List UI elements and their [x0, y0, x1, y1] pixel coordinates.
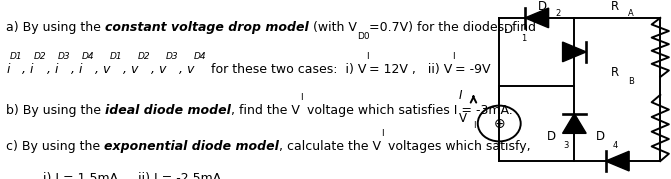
Text: V: V — [458, 112, 466, 125]
Text: I: I — [300, 93, 303, 102]
Text: I: I — [459, 89, 462, 102]
Text: i) I = 1.5mA ,   ii) I = -2.5mA.: i) I = 1.5mA , ii) I = -2.5mA. — [44, 172, 225, 179]
Text: = -9V: = -9V — [455, 63, 490, 76]
Text: , calculate the V: , calculate the V — [279, 140, 381, 153]
Text: c) By using the: c) By using the — [6, 140, 105, 153]
Text: D1: D1 — [110, 52, 123, 61]
Text: R: R — [611, 0, 619, 13]
Text: ideal diode model: ideal diode model — [105, 104, 231, 117]
Text: D4: D4 — [194, 52, 207, 61]
Text: D1: D1 — [10, 52, 22, 61]
Text: b) By using the: b) By using the — [6, 104, 105, 117]
Text: I: I — [474, 121, 476, 130]
Text: D: D — [503, 23, 513, 36]
Text: I: I — [366, 52, 369, 61]
Polygon shape — [605, 151, 629, 171]
Text: D: D — [596, 130, 605, 143]
Text: 3: 3 — [564, 141, 569, 150]
Polygon shape — [525, 8, 549, 28]
Polygon shape — [562, 42, 586, 62]
Text: R: R — [611, 66, 619, 79]
Text: , i: , i — [22, 63, 34, 76]
Text: ⊕: ⊕ — [493, 117, 505, 130]
Text: D4: D4 — [82, 52, 95, 61]
Text: i: i — [6, 63, 10, 76]
Text: D: D — [546, 130, 556, 143]
Text: 2: 2 — [555, 9, 560, 18]
Text: (with V: (with V — [309, 21, 357, 35]
Text: a) By using the: a) By using the — [6, 21, 105, 35]
Text: I: I — [452, 52, 455, 61]
Text: , v: , v — [95, 63, 110, 76]
Text: =0.7V) for the diodes, find: =0.7V) for the diodes, find — [370, 21, 536, 35]
Text: I: I — [381, 129, 384, 138]
Text: , find the V: , find the V — [231, 104, 300, 117]
Text: B: B — [628, 77, 634, 86]
Text: , v: , v — [178, 63, 194, 76]
Text: for these two cases:  i) V: for these two cases: i) V — [207, 63, 366, 76]
Text: 4: 4 — [613, 141, 618, 150]
Text: D3: D3 — [166, 52, 178, 61]
Text: , i: , i — [46, 63, 58, 76]
Text: D2: D2 — [34, 52, 46, 61]
Text: D: D — [538, 0, 547, 13]
Text: , i: , i — [70, 63, 82, 76]
Text: A: A — [628, 9, 634, 18]
Polygon shape — [562, 114, 586, 133]
Text: 1: 1 — [521, 34, 526, 43]
Text: , v: , v — [151, 63, 166, 76]
Text: D3: D3 — [58, 52, 70, 61]
Text: D2: D2 — [138, 52, 151, 61]
Text: voltage which satisfies I = -3mA.: voltage which satisfies I = -3mA. — [303, 104, 513, 117]
Text: voltages which satisfy,: voltages which satisfy, — [384, 140, 531, 153]
Text: D0: D0 — [357, 32, 370, 41]
Text: constant voltage drop model: constant voltage drop model — [105, 21, 309, 35]
Text: , v: , v — [123, 63, 138, 76]
Text: = 12V ,   ii) V: = 12V , ii) V — [369, 63, 452, 76]
Text: exponential diode model: exponential diode model — [105, 140, 279, 153]
